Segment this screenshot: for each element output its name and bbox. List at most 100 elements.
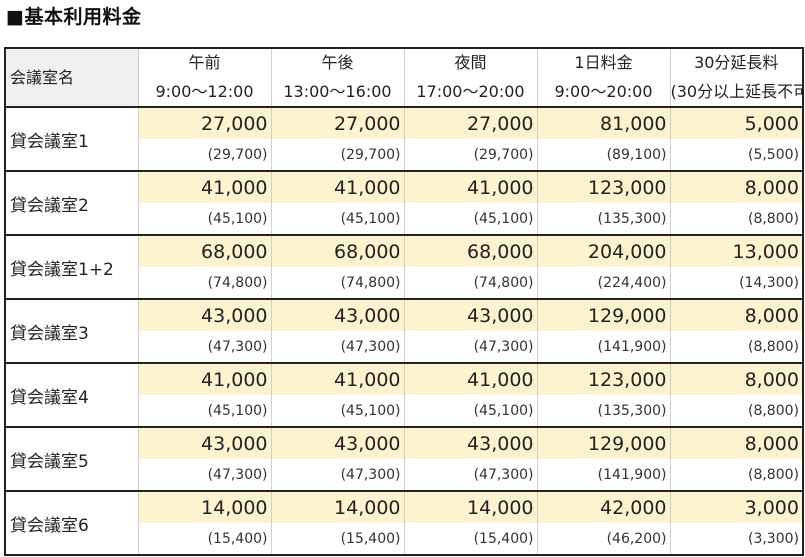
table-row: (45,100) (45,100) (45,100) (135,300) (8,800): [5, 203, 804, 236]
tax-included-cell: (45,100): [403, 203, 537, 236]
table-row: 貸会議室3 43,000 43,000 43,000 129,000 8,000: [4, 299, 804, 364]
price-cell: 68,000: [137, 235, 271, 267]
tax-included-cell: (8,800): [669, 395, 804, 428]
tax-included-cell: (8,800): [669, 203, 804, 236]
price-cell: 8,000: [669, 363, 804, 395]
price-cell: 14,000: [403, 491, 537, 523]
header-night-time: 17:00～20:00: [403, 77, 537, 108]
price-cell: 43,000: [270, 427, 404, 459]
tax-included-cell: (45,100): [137, 395, 271, 428]
tax-included-cell: (3,300): [669, 523, 804, 556]
price-cell: 43,000: [403, 427, 537, 459]
tax-included-cell: (74,800): [137, 267, 271, 300]
tax-included-cell: (29,700): [137, 139, 271, 172]
room-name: 貸会議室1: [4, 107, 138, 172]
header-full-day-time: 9:00～20:00: [536, 77, 670, 108]
tax-included-cell: (224,400): [536, 267, 670, 300]
room-name: 貸会議室4: [4, 363, 138, 428]
price-cell: 41,000: [270, 363, 404, 395]
header-night: 夜間: [403, 47, 537, 77]
price-cell: 14,000: [270, 491, 404, 523]
header-full-day: 1日料金: [536, 47, 670, 77]
tax-included-cell: (15,400): [270, 523, 404, 556]
price-cell: 5,000: [669, 107, 804, 139]
tax-included-cell: (47,300): [137, 331, 271, 364]
table-row: 貸会議室1 27,000 27,000 27,000 81,000 5,000: [4, 107, 804, 172]
table-row: (29,700) (29,700) (29,700) (89,100) (5,500): [5, 139, 804, 172]
table-row: (47,300) (47,300) (47,300) (141,900) (8,800): [5, 331, 804, 364]
price-cell: 14,000: [137, 491, 271, 523]
price-cell: 43,000: [137, 299, 271, 331]
room-name: 貸会議室5: [4, 427, 138, 492]
tax-included-cell: (29,700): [403, 139, 537, 172]
price-cell: 41,000: [137, 363, 271, 395]
price-cell: 41,000: [403, 171, 537, 203]
tax-included-cell: (141,900): [536, 459, 670, 492]
price-cell: 129,000: [536, 427, 670, 459]
price-cell: 81,000: [536, 107, 670, 139]
tax-included-cell: (74,800): [403, 267, 537, 300]
price-cell: 8,000: [669, 171, 804, 203]
tax-included-cell: (47,300): [270, 331, 404, 364]
page-title: ■基本利用料金: [6, 6, 142, 28]
tax-included-cell: (46,200): [536, 523, 670, 556]
room-name: 貸会議室1+2: [4, 235, 138, 300]
price-cell: 43,000: [270, 299, 404, 331]
tax-included-cell: (15,400): [137, 523, 271, 556]
table-row: (47,300) (47,300) (47,300) (141,900) (8,800): [5, 459, 804, 492]
tax-included-cell: (29,700): [270, 139, 404, 172]
price-cell: 42,000: [536, 491, 670, 523]
table-row: 貸会議室5 43,000 43,000 43,000 129,000 8,000: [4, 427, 804, 492]
price-cell: 3,000: [669, 491, 804, 523]
price-cell: 41,000: [137, 171, 271, 203]
header-extension: 30分延長料: [669, 47, 804, 77]
header-afternoon: 午後: [270, 47, 404, 77]
price-cell: 27,000: [403, 107, 537, 139]
room-name: 貸会議室6: [4, 491, 138, 556]
price-cell: 68,000: [270, 235, 404, 267]
rate-table: 会議室名 午前 午後 夜間 1日料金 30分延長料 9:00～12:00 13:…: [4, 47, 804, 556]
header-morning-time: 9:00～12:00: [137, 77, 271, 108]
tax-included-cell: (47,300): [137, 459, 271, 492]
tax-included-cell: (89,100): [536, 139, 670, 172]
table-row: 貸会議室2 41,000 41,000 41,000 123,000 8,000: [4, 171, 804, 236]
tax-included-cell: (47,300): [403, 459, 537, 492]
tax-included-cell: (5,500): [669, 139, 804, 172]
table-row: (15,400) (15,400) (15,400) (46,200) (3,300): [5, 523, 804, 556]
tax-included-cell: (45,100): [403, 395, 537, 428]
tax-included-cell: (47,300): [270, 459, 404, 492]
room-name: 貸会議室3: [4, 299, 138, 364]
room-name: 貸会議室2: [4, 171, 138, 236]
price-cell: 204,000: [536, 235, 670, 267]
tax-included-cell: (47,300): [403, 331, 537, 364]
price-cell: 68,000: [403, 235, 537, 267]
tax-included-cell: (45,100): [270, 203, 404, 236]
price-cell: 123,000: [536, 363, 670, 395]
price-cell: 43,000: [403, 299, 537, 331]
header-morning: 午前: [137, 47, 271, 77]
tax-included-cell: (15,400): [403, 523, 537, 556]
price-cell: 129,000: [536, 299, 670, 331]
price-cell: 41,000: [403, 363, 537, 395]
header-room-name: 会議室名: [4, 47, 138, 108]
table-row: (74,800) (74,800) (74,800) (224,400) (14,300…: [5, 267, 804, 300]
price-cell: 13,000: [669, 235, 804, 267]
tax-included-cell: (45,100): [270, 395, 404, 428]
price-cell: 27,000: [137, 107, 271, 139]
table-row: 貸会議室1+2 68,000 68,000 68,000 204,000 13,000: [4, 235, 804, 300]
tax-included-cell: (8,800): [669, 331, 804, 364]
price-cell: 43,000: [137, 427, 271, 459]
table-row: 貸会議室4 41,000 41,000 41,000 123,000 8,000: [4, 363, 804, 428]
table-row: (45,100) (45,100) (45,100) (135,300) (8,800): [5, 395, 804, 428]
tax-included-cell: (135,300): [536, 203, 670, 236]
price-cell: 27,000: [270, 107, 404, 139]
tax-included-cell: (14,300): [669, 267, 804, 300]
tax-included-cell: (74,800): [270, 267, 404, 300]
tax-included-cell: (141,900): [536, 331, 670, 364]
header-extension-note: (30分以上延長不可): [669, 77, 804, 108]
price-cell: 8,000: [669, 427, 804, 459]
price-cell: 123,000: [536, 171, 670, 203]
tax-included-cell: (135,300): [536, 395, 670, 428]
tax-included-cell: (8,800): [669, 459, 804, 492]
table-row: 貸会議室6 14,000 14,000 14,000 42,000 3,000: [4, 491, 804, 556]
